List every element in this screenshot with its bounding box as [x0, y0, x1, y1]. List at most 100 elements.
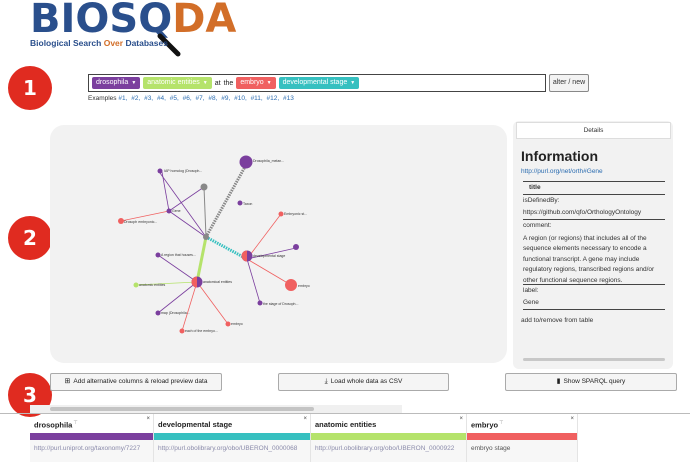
table-cell[interactable]: http://purl.obolibrary.org/obo/UBERON_00… — [158, 445, 298, 452]
example-link[interactable]: #2, — [131, 95, 141, 102]
graph-node[interactable] — [166, 208, 172, 214]
graph-node-label: anatomical entities — [203, 280, 232, 284]
defined-by-label: isDefinedBy: — [523, 197, 560, 204]
graph-node[interactable] — [155, 252, 161, 258]
example-link[interactable]: #9, — [221, 95, 231, 102]
example-link[interactable]: #3, — [144, 95, 154, 102]
graph-node[interactable] — [285, 279, 297, 291]
graph-node[interactable] — [157, 168, 163, 174]
graph-node-label: embryo — [231, 322, 243, 326]
table-column: drosophila⊤ × http://purl.uniprot.org/taxo… — [30, 414, 154, 462]
tab-details[interactable]: Details — [516, 122, 671, 139]
database-icon: ▮ — [556, 378, 561, 385]
edge — [157, 281, 198, 314]
table-row — [30, 440, 578, 462]
show-sparql-button[interactable]: ▮ Show SPARQL query — [505, 373, 677, 391]
info-heading: Information — [521, 148, 598, 164]
filter-icon[interactable]: ⊤ — [499, 420, 504, 426]
graph-node-half — [241, 250, 247, 262]
close-icon[interactable]: × — [146, 416, 150, 422]
graph-node-half — [191, 276, 197, 288]
edge — [204, 164, 248, 238]
logo-subtitle: Biological Search Over Databases — [30, 38, 168, 48]
graph-node[interactable] — [278, 211, 284, 217]
table-cell[interactable]: http://purl.obolibrary.org/obo/UBERON_00… — [315, 445, 455, 452]
graph-nodes[interactable] — [118, 155, 299, 334]
title-label: title — [529, 184, 541, 191]
example-link[interactable]: #4, — [156, 95, 166, 102]
filter-icon[interactable]: ⊤ — [73, 420, 78, 426]
divider — [523, 181, 665, 182]
query-bar[interactable]: drosophila ▼ anatomic entities ▼ at the em… — [88, 74, 546, 92]
column-color-bar — [154, 433, 310, 440]
chip-drosophila[interactable]: drosophila ▼ — [92, 77, 141, 89]
graph-node[interactable] — [239, 155, 253, 169]
graph-node[interactable] — [225, 321, 231, 327]
graph-node[interactable] — [133, 282, 139, 288]
edge — [196, 281, 229, 325]
example-link[interactable]: #10, — [234, 95, 247, 102]
graph-node-label: embryo — [298, 284, 310, 288]
table-cell[interactable]: http://purl.uniprot.org/taxonomy/7227 — [34, 445, 141, 452]
edge — [120, 210, 170, 222]
load-csv-button[interactable]: ⤓ Load whole data as CSV — [278, 373, 449, 391]
chip-anatomic-entities[interactable]: anatomic entities ▼ — [143, 77, 212, 89]
graph-svg[interactable]: IAP homolog (Drosoph... Gene Drosoph emb… — [50, 125, 507, 363]
close-icon[interactable]: × — [459, 416, 463, 422]
graph-canvas[interactable]: IAP homolog (Drosoph... Gene Drosoph emb… — [50, 125, 507, 363]
graph-node[interactable] — [200, 183, 208, 191]
example-link[interactable]: #1, — [118, 95, 128, 102]
plus-square-icon: ⊞ — [64, 378, 71, 385]
graph-node-label: A region that houses... — [161, 253, 196, 257]
graph-node-label: IAP homolog (Drosoph... — [164, 169, 202, 173]
column-color-bar — [311, 433, 466, 440]
graph-node[interactable] — [257, 300, 263, 306]
details-panel: Details Information http://purl.org/net/… — [513, 121, 673, 369]
comment-value: A region (or regions) that includes all … — [523, 235, 655, 284]
close-icon[interactable]: × — [570, 416, 574, 422]
example-link[interactable]: #11, — [250, 95, 263, 102]
graph-node[interactable] — [155, 310, 161, 316]
graph-node[interactable] — [237, 200, 243, 206]
column-header[interactable]: anatomic entities — [315, 420, 377, 429]
graph-node[interactable] — [203, 234, 209, 240]
example-link[interactable]: #13 — [283, 95, 294, 102]
table-scrollbar[interactable] — [30, 405, 402, 413]
alter-new-button[interactable]: alter / new — [549, 74, 589, 92]
edge — [246, 247, 297, 260]
table-top-border — [0, 413, 690, 414]
example-link[interactable]: #6, — [182, 95, 192, 102]
column-color-bar — [30, 433, 153, 440]
example-link[interactable]: #8, — [208, 95, 218, 102]
details-scrollbar[interactable] — [523, 358, 665, 361]
example-link[interactable]: #7, — [195, 95, 205, 102]
graph-node[interactable] — [293, 244, 299, 250]
add-columns-button[interactable]: ⊞ Add alternative columns & reload previe… — [50, 373, 222, 391]
graph-node[interactable] — [118, 218, 124, 224]
info-link[interactable]: http://purl.org/net/orth#Gene — [521, 168, 603, 175]
column-header[interactable]: drosophila⊤ — [34, 420, 78, 430]
table-scrollbar-thumb[interactable] — [50, 407, 314, 411]
edge — [246, 213, 282, 260]
chip-developmental-stage[interactable]: developmental stage ▼ — [278, 77, 360, 89]
graph-node-label: Drosoph embryonic... — [124, 220, 157, 224]
example-link[interactable]: #5, — [169, 95, 179, 102]
graph-node[interactable] — [179, 328, 185, 334]
chip-embryo[interactable]: embryo ▼ — [236, 77, 276, 89]
query-word-at: at — [214, 79, 221, 87]
example-link[interactable]: #12, — [266, 95, 280, 102]
add-remove-link[interactable]: add to/remove from table — [521, 317, 594, 324]
edge — [168, 186, 205, 212]
query-word-the: the — [223, 79, 234, 87]
examples-row: Examples #1, #2, #3, #4, #5, #6, #7, #8,… — [88, 95, 294, 102]
label-value: Gene — [523, 299, 539, 306]
divider — [523, 194, 665, 195]
column-header[interactable]: developmental stage — [158, 420, 233, 429]
column-header[interactable]: embryo⊤ — [471, 420, 504, 430]
defined-by-value: https://github.com/qfo/OrthologyOntology — [523, 209, 642, 216]
chevron-down-icon: ▼ — [131, 80, 137, 86]
edge — [157, 254, 198, 283]
magnifier-icon — [157, 33, 181, 57]
graph-node-label: the stage of Drosoph... — [263, 302, 298, 306]
close-icon[interactable]: × — [303, 416, 307, 422]
